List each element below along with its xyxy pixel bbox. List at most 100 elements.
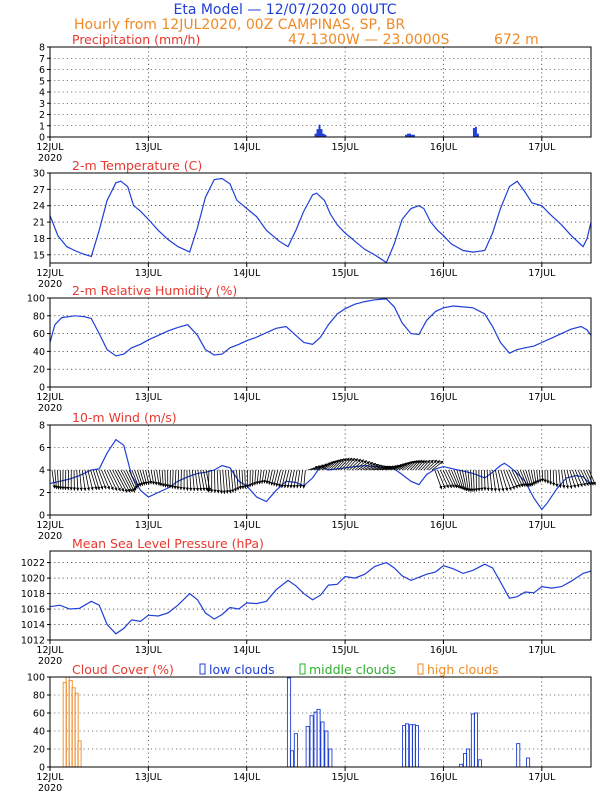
- wind-arrow-head: [114, 487, 118, 491]
- wind-arrow: [194, 469, 199, 492]
- wind-arrow-head: [522, 483, 526, 487]
- wind-arrow-head: [106, 486, 111, 490]
- wind-arrow-head: [456, 484, 460, 489]
- precip-bar: [410, 134, 413, 137]
- wind-arrow-head: [58, 486, 63, 490]
- cloud-cover-y-tick-label: 40: [33, 727, 45, 738]
- wind-arrow-head: [470, 488, 474, 492]
- wind-arrow-head: [474, 488, 479, 492]
- low-clouds-bar: [525, 757, 531, 768]
- wind-arrow-head: [493, 488, 497, 492]
- wind-arrow-head: [489, 488, 494, 492]
- pressure-x-tick-label: 12JUL: [36, 645, 64, 656]
- wind-arrow: [90, 469, 97, 490]
- wind-arrow: [281, 469, 287, 489]
- wind-arrow: [506, 469, 515, 490]
- wind-arrow-head: [133, 487, 137, 491]
- cloud-cover-x-tick-label: 17JUL: [528, 772, 556, 783]
- cloud-cover-y-tick-label: 60: [33, 709, 45, 720]
- wind-arrow-head: [372, 463, 376, 467]
- wind-arrow-head: [206, 489, 211, 493]
- wind-arrow-head: [154, 481, 158, 486]
- pressure-y-tick-label: 1012: [21, 636, 45, 647]
- precip-bar: [412, 134, 415, 137]
- precip-bar: [322, 133, 325, 137]
- temperature-y-tick-label: 30: [33, 169, 45, 180]
- wind-arrow-head: [52, 485, 56, 489]
- wind-arrow-head: [462, 487, 466, 491]
- wind-arrow-head: [497, 488, 501, 492]
- wind-arrow-head: [238, 486, 243, 490]
- precip-bar: [320, 129, 323, 137]
- wind-arrow-head: [61, 486, 65, 490]
- wind-arrow-head: [179, 486, 183, 491]
- wind-arrow-head: [439, 485, 443, 490]
- wind-arrow-head: [514, 484, 518, 489]
- cloud-cover-title: Cloud Cover (%): [72, 662, 174, 677]
- cloud-cover-y-tick-label: 20: [33, 745, 45, 756]
- wind-arrow-head: [508, 487, 512, 491]
- wind-arrow-head: [228, 490, 232, 494]
- wind-y-tick-label: 0: [39, 511, 45, 522]
- wind-arrow: [200, 469, 205, 492]
- humidity-title: 2-m Relative Humidity (%): [72, 283, 237, 298]
- wind-arrow: [461, 469, 468, 492]
- wind-arrow-head: [504, 487, 509, 492]
- wind-arrow-head: [543, 479, 547, 483]
- wind-panel: 0 2 4 6 8 12JUL 13JUL 14JUL 15JUL 16JUL 17JUL 2020 1…: [36, 410, 596, 542]
- wind-arrow: [486, 469, 489, 491]
- humidity-y-tick-label: 40: [33, 347, 45, 358]
- wind-arrow: [219, 469, 222, 494]
- wind-arrow-head: [156, 482, 161, 486]
- wind-arrow-head: [275, 483, 279, 487]
- wind-arrow-head: [576, 483, 580, 488]
- wind-arrow-head: [340, 458, 344, 462]
- humidity-y-tick-label: 60: [33, 329, 45, 340]
- wind-x-tick-label: 13JUL: [135, 520, 163, 531]
- wind-arrow: [511, 469, 521, 488]
- precipitation-y-tick-label: 6: [39, 65, 45, 76]
- precipitation-y-tick-label: 8: [39, 43, 45, 54]
- wind-arrow-head: [202, 487, 206, 491]
- wind-arrow-head: [548, 481, 553, 485]
- wind-arrow: [572, 469, 580, 488]
- wind-arrow: [566, 469, 573, 489]
- wind-arrow: [439, 469, 449, 489]
- wind-arrow: [470, 469, 473, 492]
- wind-arrow-head: [409, 461, 413, 465]
- low-clouds-legend-swatch: [199, 663, 206, 675]
- wind-arrow-head: [166, 484, 170, 488]
- wind-arrow: [207, 469, 210, 493]
- forecast-subtitle: Hourly from 12JUL2020, 00Z CAMPINAS, SP,…: [74, 17, 405, 33]
- high-clouds-legend-label: high clouds: [427, 662, 499, 677]
- humidity-x-tick-label: 17JUL: [528, 392, 556, 403]
- wind-arrow: [109, 469, 121, 492]
- precipitation-title: Precipitation (mm/h): [72, 32, 200, 47]
- wind-arrow: [497, 469, 504, 492]
- wind-arrow: [197, 469, 202, 492]
- wind-arrow-head: [253, 482, 257, 486]
- wind-y-tick-label: 4: [39, 466, 45, 477]
- temperature-y-tick-label: 27: [33, 185, 45, 196]
- wind-arrow: [222, 469, 225, 494]
- wind-arrow: [214, 469, 216, 493]
- precipitation-y-tick-label: 3: [39, 99, 45, 110]
- pressure-x-tick-label: 14JUL: [233, 645, 261, 656]
- wind-arrow-head: [144, 481, 148, 485]
- wind-x-tick-label: 12JUL: [36, 520, 64, 531]
- wind-arrow-head: [241, 485, 245, 489]
- wind-arrow: [561, 469, 565, 489]
- precipitation-y-tick-label: 2: [39, 110, 45, 121]
- precip-bar: [474, 126, 477, 137]
- wind-arrow-head: [173, 486, 177, 490]
- wind-arrow: [437, 469, 446, 489]
- wind-arrow-head: [286, 484, 290, 489]
- wind-arrow: [448, 469, 458, 489]
- wind-arrow: [192, 469, 195, 492]
- humidity-x-tick-label: 14JUL: [233, 392, 261, 403]
- wind-arrow-head: [255, 481, 260, 485]
- wind-arrow-head: [131, 488, 135, 493]
- precipitation-y-tick-label: 5: [39, 76, 45, 87]
- wind-arrow-head: [258, 480, 262, 485]
